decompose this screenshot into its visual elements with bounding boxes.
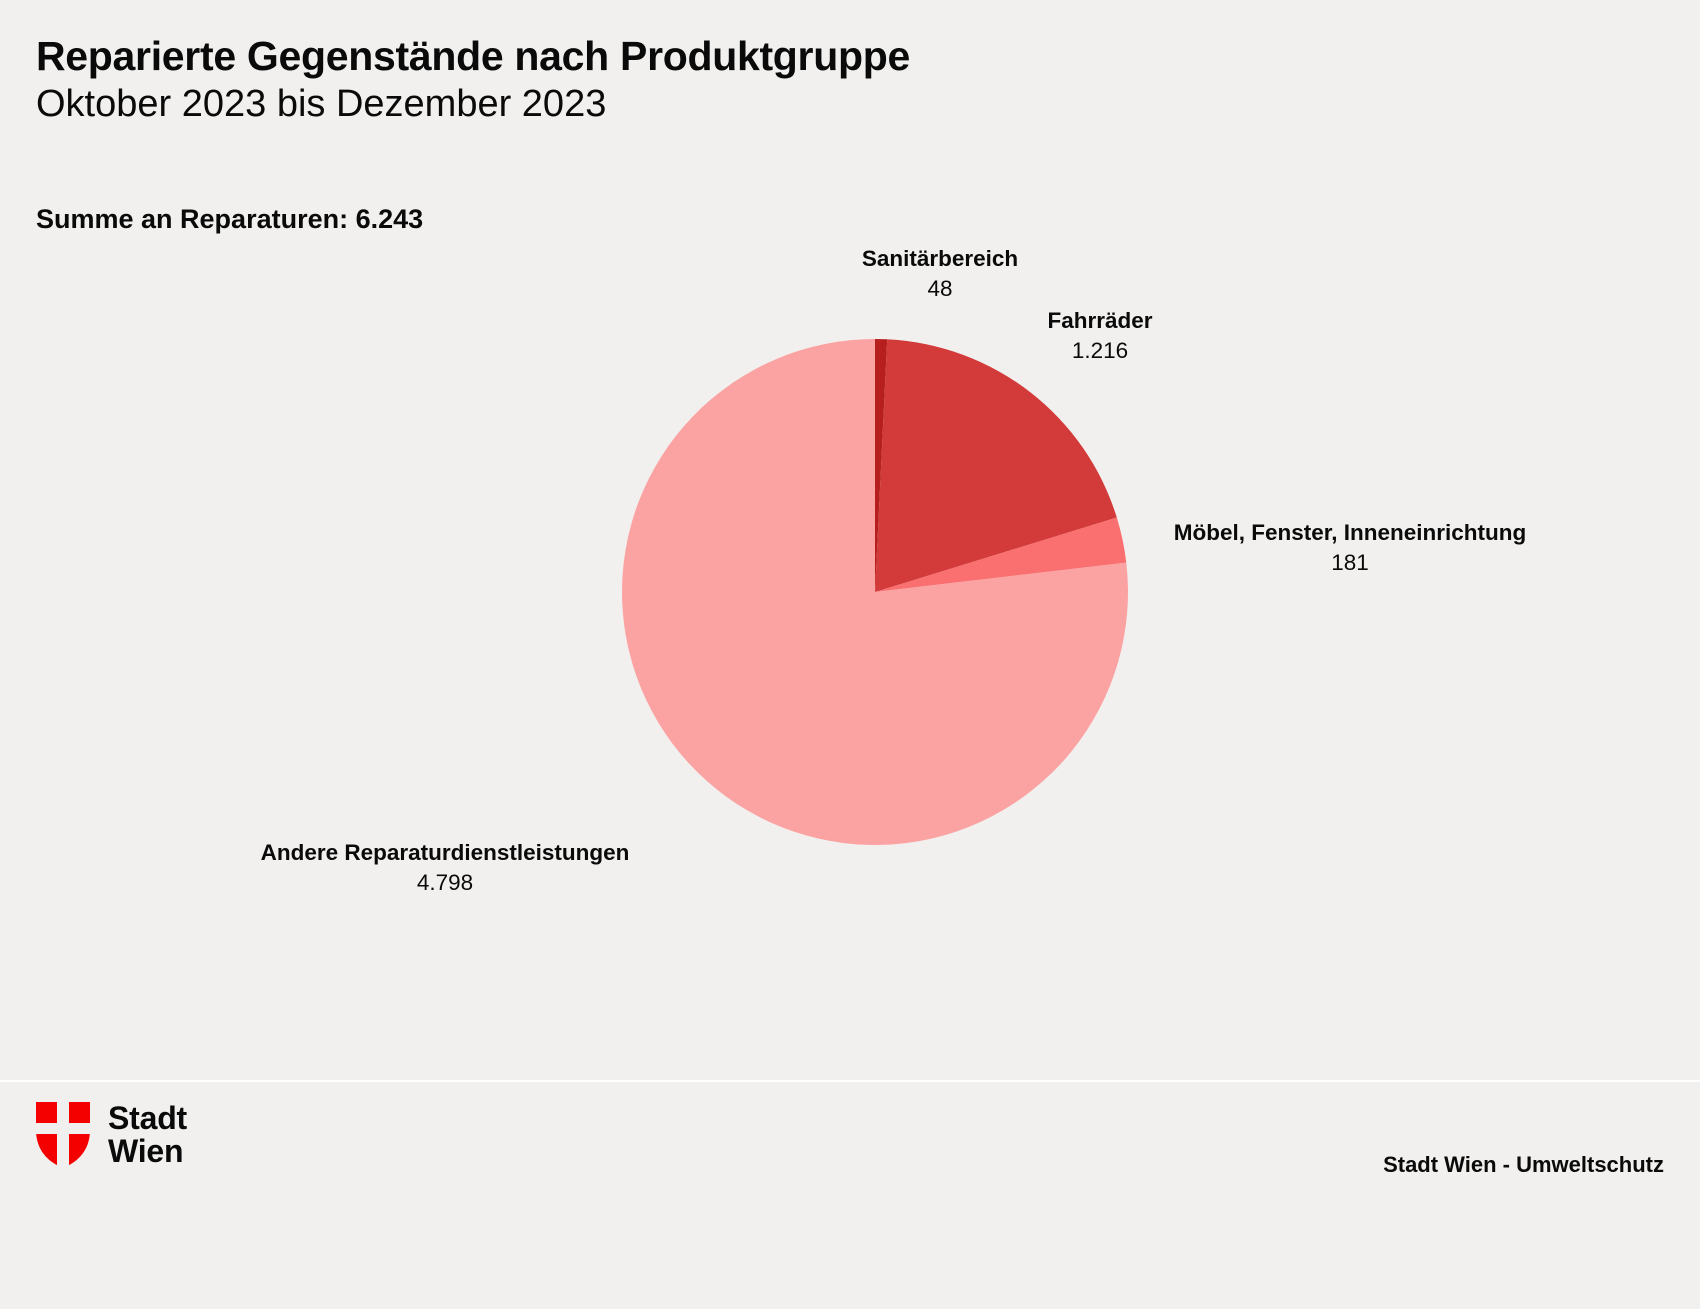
- slice-label-andere-reparaturdienstleistungen: Andere Reparaturdienstleistungen 4.798: [205, 840, 685, 896]
- slice-value-text: 1.216: [1071, 337, 1129, 363]
- pie-slice: [875, 339, 1117, 592]
- source-credit: Stadt Wien - Umweltschutz: [1383, 1152, 1664, 1177]
- slice-value-text: 48: [927, 275, 953, 301]
- slice-label-fahrraeder: Fahrräder 1.216: [955, 308, 1245, 364]
- stadt-wien-logo: Stadt Wien: [36, 1100, 188, 1170]
- pie-slice: [875, 339, 888, 592]
- pie-slice: [622, 339, 1128, 845]
- total-summary: Summe an Reparaturen: 6.243: [36, 204, 424, 234]
- chart-header: Reparierte Gegenstände nach Produktgrupp…: [36, 33, 910, 127]
- page-title: Reparierte Gegenstände nach Produktgrupp…: [36, 33, 910, 79]
- brand-line-1: Stadt: [108, 1100, 188, 1136]
- brand-wordmark: Stadt Wien: [108, 1100, 188, 1170]
- slice-value-text: 181: [1331, 549, 1369, 575]
- pie-graphic: [622, 339, 1128, 845]
- pie-svg: [622, 339, 1128, 845]
- pie-chart: Sanitärbereich 48 Fahrräder 1.216 Möbel,…: [0, 240, 1700, 1080]
- footer: Stadt Wien Stadt Wien - Umweltschutz: [0, 1082, 1700, 1309]
- pie-slice: [875, 517, 1127, 592]
- slice-value-text: 4.798: [416, 869, 474, 895]
- brand-line-2: Wien: [108, 1133, 184, 1170]
- slice-label-sanitaerbereich: Sanitärbereich 48: [795, 246, 1085, 302]
- vienna-shield-icon: [36, 1102, 90, 1169]
- slice-label-text: Möbel, Fenster, Inneneinrichtung: [1173, 520, 1527, 545]
- page-subtitle: Oktober 2023 bis Dezember 2023: [36, 83, 607, 126]
- slice-label-moebel-fenster-inneneinrichtung: Möbel, Fenster, Inneneinrichtung 181: [1135, 520, 1565, 576]
- footer-divider: [0, 1080, 1700, 1082]
- slice-label-text: Andere Reparaturdienstleistungen: [260, 840, 630, 865]
- slice-label-text: Fahrräder: [1047, 308, 1153, 333]
- slice-label-text: Sanitärbereich: [861, 246, 1019, 271]
